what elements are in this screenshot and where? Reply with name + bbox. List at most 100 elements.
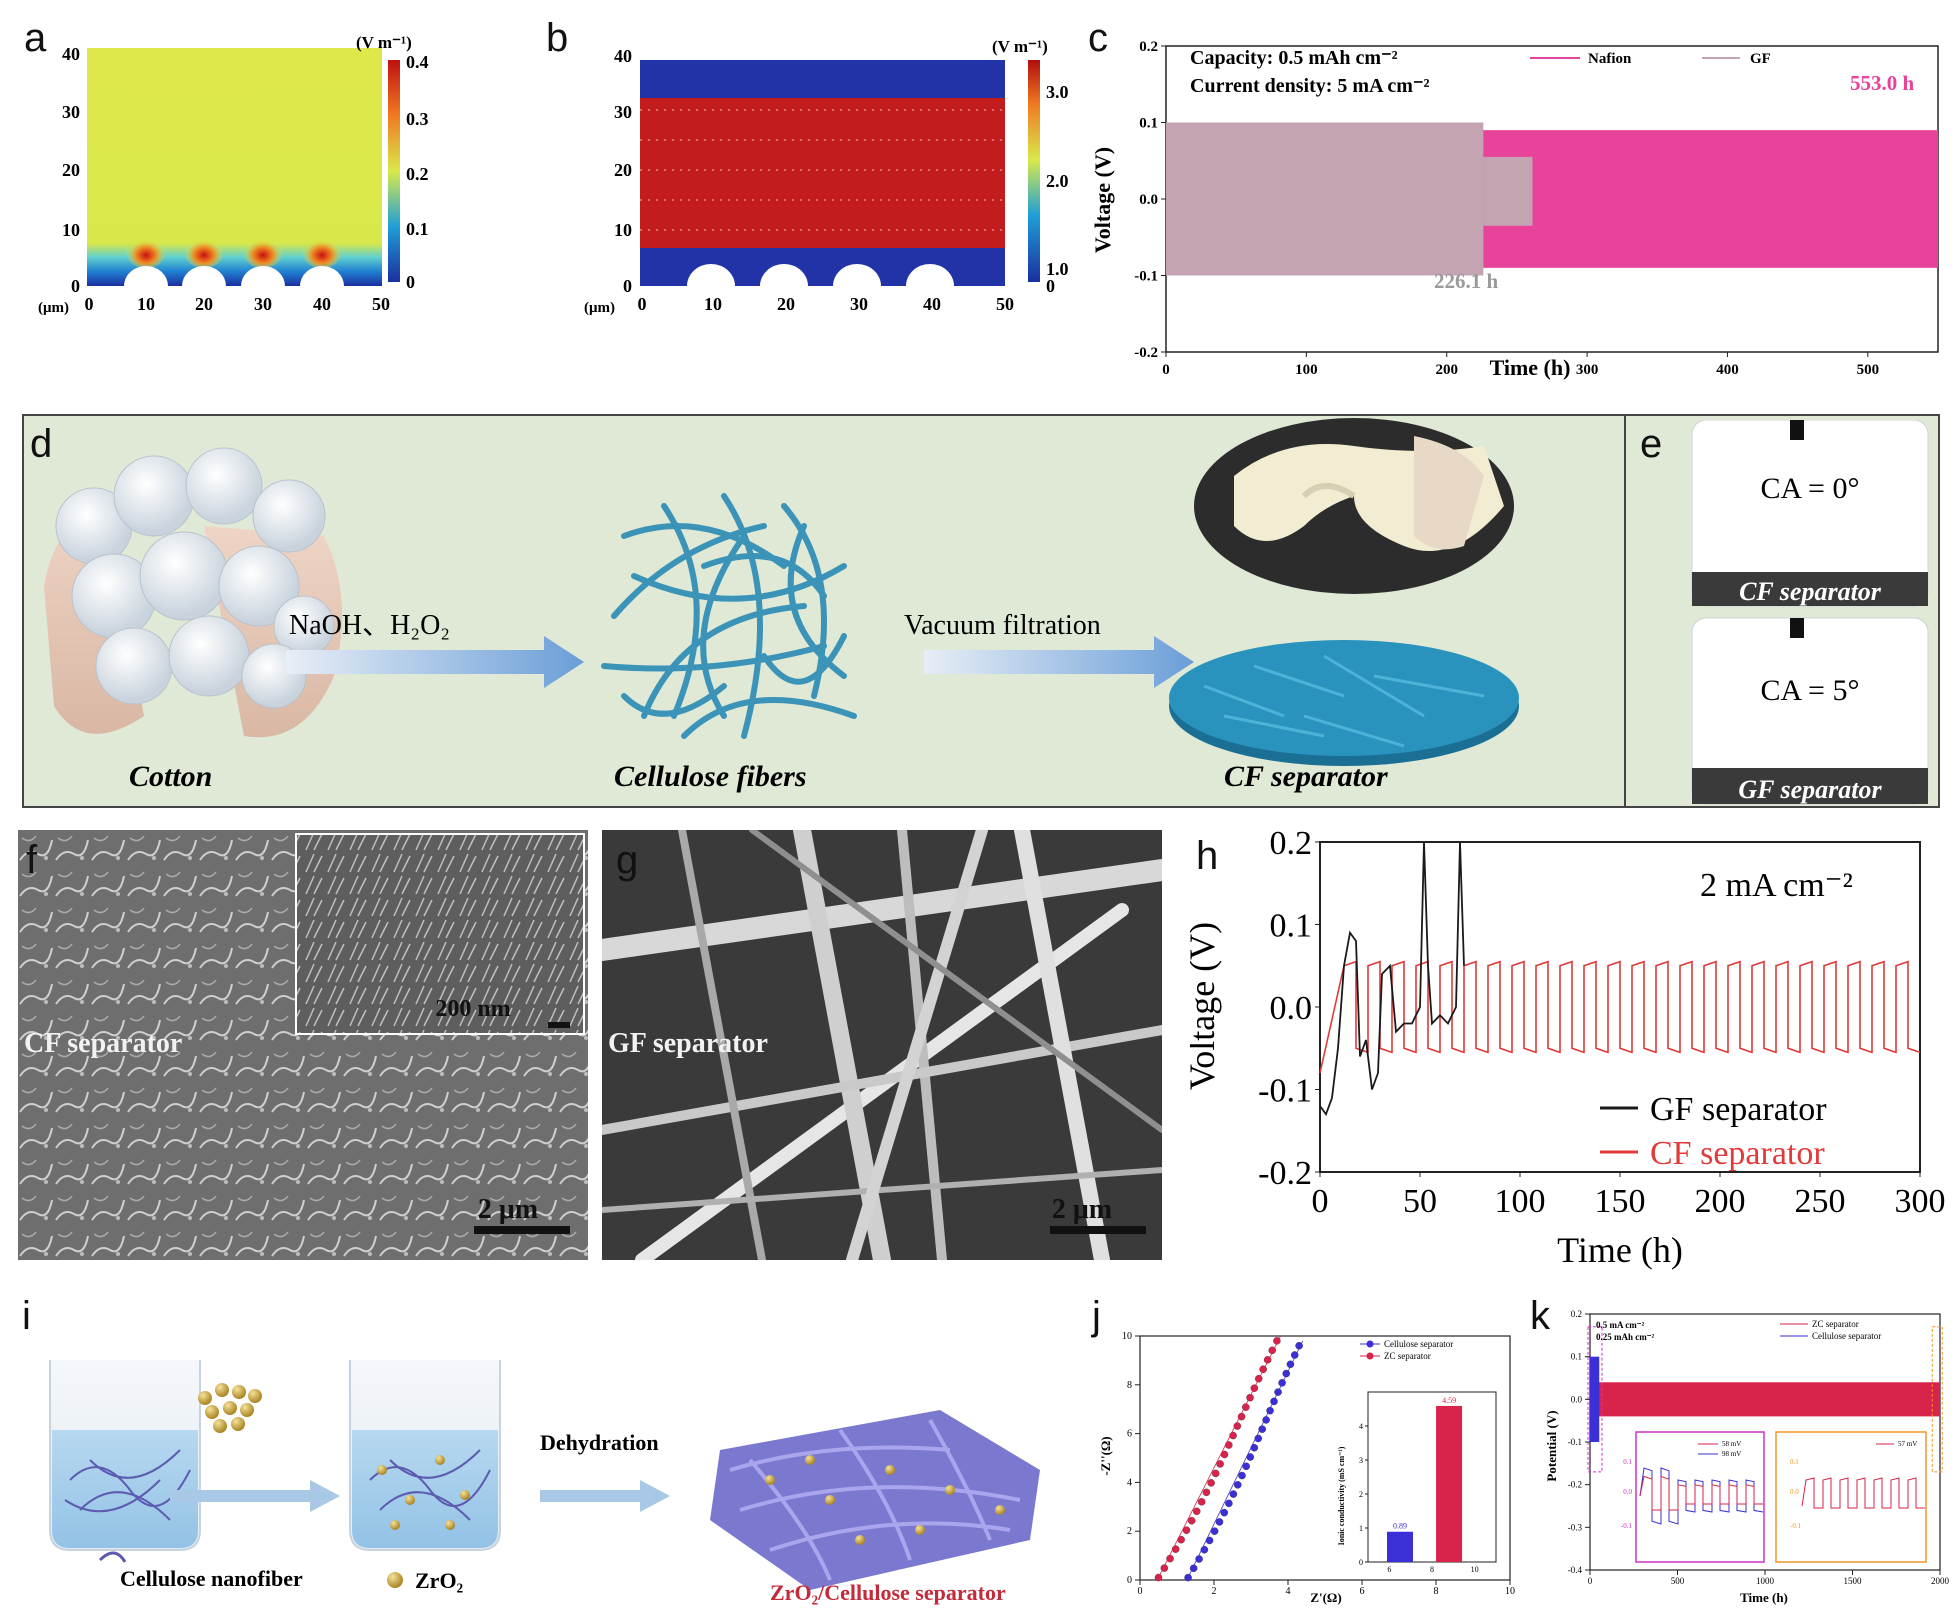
chart-h-ylabel: Voltage (V) [1190, 922, 1222, 1090]
chart-k-annotation-1: 0.5 mA cm⁻² [1596, 1320, 1644, 1330]
x-tick-label: 100 [1295, 362, 1318, 378]
inset-x-tick-label: 6 [1387, 1565, 1391, 1574]
gf-separator-line [1319, 841, 1465, 1117]
x-tick-label: 2 [1212, 1586, 1217, 1597]
eis-point-cellulose [1258, 1425, 1266, 1433]
svg-text:0: 0 [638, 294, 647, 314]
svg-text:0.4: 0.4 [406, 52, 429, 72]
panel-e-contact-angle: CA = 0° CF separator CA = 5° GF separato… [1691, 420, 1929, 805]
inset-bar-cellulose [1387, 1531, 1413, 1562]
eis-point-cellulose [1250, 1444, 1259, 1452]
y-tick-label: 0.1 [1571, 1352, 1582, 1362]
chart-h-legend-cf: CF separator [1650, 1135, 1825, 1172]
y-tick-label: 0.0 [1571, 1394, 1583, 1404]
x-tick-label: 100 [1495, 1183, 1546, 1220]
panel-g-sem: GF separator 2 μm [602, 830, 1162, 1260]
svg-text:40: 40 [923, 294, 941, 314]
eis-point-zc [1187, 1517, 1196, 1525]
arrow-i-2 [540, 1480, 670, 1512]
arrow-2 [924, 636, 1194, 688]
svg-text:40: 40 [62, 44, 80, 64]
chart-k-inset-1-legend-1: 58 mV [1722, 1440, 1741, 1448]
chart-c-annotation-capacity: Capacity: 0.5 mAh cm⁻² [1190, 47, 1398, 69]
panel-letter-e: e [1640, 422, 1663, 466]
chart-h-xlabel: Time (h) [1557, 1230, 1683, 1270]
eis-point-zc [1216, 1460, 1224, 1468]
cf-separator-line [1319, 960, 1921, 1074]
inset-1-zc-line [1639, 1475, 1763, 1511]
svg-text:(μm): (μm) [584, 300, 615, 316]
y-tick-label: 6 [1127, 1429, 1132, 1440]
chart-c: 0 100 200 300 400 500 0.2 0.1 0.0 -0.1 -0.2 Capaci… [1090, 39, 1939, 380]
legend-fiber-icon [98, 1551, 127, 1563]
x-tick-label: 4 [1286, 1586, 1291, 1597]
x-tick-label: 2000 [1931, 1576, 1950, 1586]
y-tick-label: 0.2 [1270, 830, 1313, 862]
y-tick-label: 0.1 [1270, 908, 1313, 945]
zro2-particles [198, 1383, 262, 1433]
chart-k-inset-1 [1635, 1431, 1765, 1563]
svg-text:0: 0 [71, 276, 80, 296]
svg-text:0: 0 [406, 272, 415, 292]
eis-point-zc [1202, 1488, 1211, 1497]
svg-text:(μm): (μm) [38, 300, 69, 316]
panel-letter-i: i [22, 1294, 31, 1338]
eis-point-cellulose [1282, 1369, 1290, 1378]
zc-band [1590, 1382, 1940, 1417]
svg-text:20: 20 [62, 160, 80, 180]
legend-zro2-label: ZrO₂ [415, 1568, 464, 1593]
beaker-2 [349, 1360, 501, 1551]
svg-text:40: 40 [313, 294, 331, 314]
chart-c-annotation-current: Current density: 5 mA cm⁻² [1190, 75, 1430, 97]
x-tick-label: 200 [1435, 362, 1458, 378]
separator-label: CF separator [1224, 760, 1388, 793]
chart-k-xlabel: Time (h) [1740, 1590, 1788, 1605]
y-tick-label: -0.2 [1568, 1480, 1582, 1490]
svg-text:1.0: 1.0 [1046, 259, 1069, 279]
x-tick-label: 500 [1857, 362, 1880, 378]
chart-h-legend-gf: GF separator [1650, 1091, 1827, 1128]
svg-text:10: 10 [614, 220, 632, 240]
svg-text:10: 10 [62, 220, 80, 240]
step2-label: Vacuum filtration [904, 610, 1101, 641]
svg-text:30: 30 [614, 102, 632, 122]
x-tick-label: 0 [1588, 1576, 1593, 1586]
y-tick-label: 0.0 [1139, 192, 1158, 208]
svg-text:40: 40 [614, 46, 632, 66]
inset-y-tick-label: 2 [1359, 1490, 1363, 1499]
gf-band-tail [1483, 156, 1533, 226]
legend-zro2-icon [387, 1572, 403, 1588]
top-separator-label: CF separator [1739, 577, 1882, 606]
panel-f-sem: CF separator 200 nm 2 μm [18, 830, 588, 1260]
svg-text:0: 0 [1046, 276, 1055, 296]
cotton-label: Cotton [129, 760, 212, 793]
svg-text:0.0: 0.0 [1623, 1488, 1632, 1496]
x-tick-label: 0 [1162, 362, 1170, 378]
eis-fit-line [1158, 1335, 1281, 1578]
x-tick-label: 150 [1595, 1183, 1646, 1220]
x-tick-label: 400 [1716, 362, 1739, 378]
svg-text:30: 30 [254, 294, 272, 314]
chart-k-legend-cellulose: Cellulose separator [1812, 1331, 1881, 1341]
eis-point-zc [1166, 1554, 1174, 1563]
inset-y-tick-label: 1 [1359, 1524, 1363, 1533]
svg-text:0.1: 0.1 [406, 219, 429, 239]
chart-c-label-nafion: 553.0 h [1850, 71, 1915, 95]
inset-y-tick-label: 0 [1359, 1558, 1363, 1567]
panel-letter-j: j [1092, 1294, 1101, 1338]
inset-x-tick-label: 8 [1430, 1565, 1434, 1574]
svg-text:0.3: 0.3 [406, 109, 429, 129]
panel-a-unit: (V m⁻¹) [356, 33, 412, 52]
x-tick-label: 10 [1505, 1586, 1515, 1597]
eis-point-cellulose [1270, 1397, 1278, 1406]
y-tick-label: -0.1 [1258, 1073, 1312, 1110]
chart-j-ylabel: -Z''(Ω) [1098, 1436, 1113, 1475]
panel-a-field-map: (V m⁻¹) 0.4 0.3 0.2 0.1 0 0 10 20 30 40 … [38, 33, 429, 316]
beaker-1 [49, 1360, 201, 1551]
x-tick-label: 1500 [1844, 1576, 1863, 1586]
panel-f-inset-scale: 200 nm [435, 996, 510, 1022]
chart-k: 0 500 1000 1500 2000 0.2 0.1 0.0 -0.1 -0.2 -0.3 -0.… [1544, 1309, 1950, 1605]
svg-text:10: 10 [704, 294, 722, 314]
inset-y-tick-label: 4 [1359, 1422, 1363, 1431]
chart-k-inset-2-legend: 57 mV [1898, 1440, 1917, 1448]
